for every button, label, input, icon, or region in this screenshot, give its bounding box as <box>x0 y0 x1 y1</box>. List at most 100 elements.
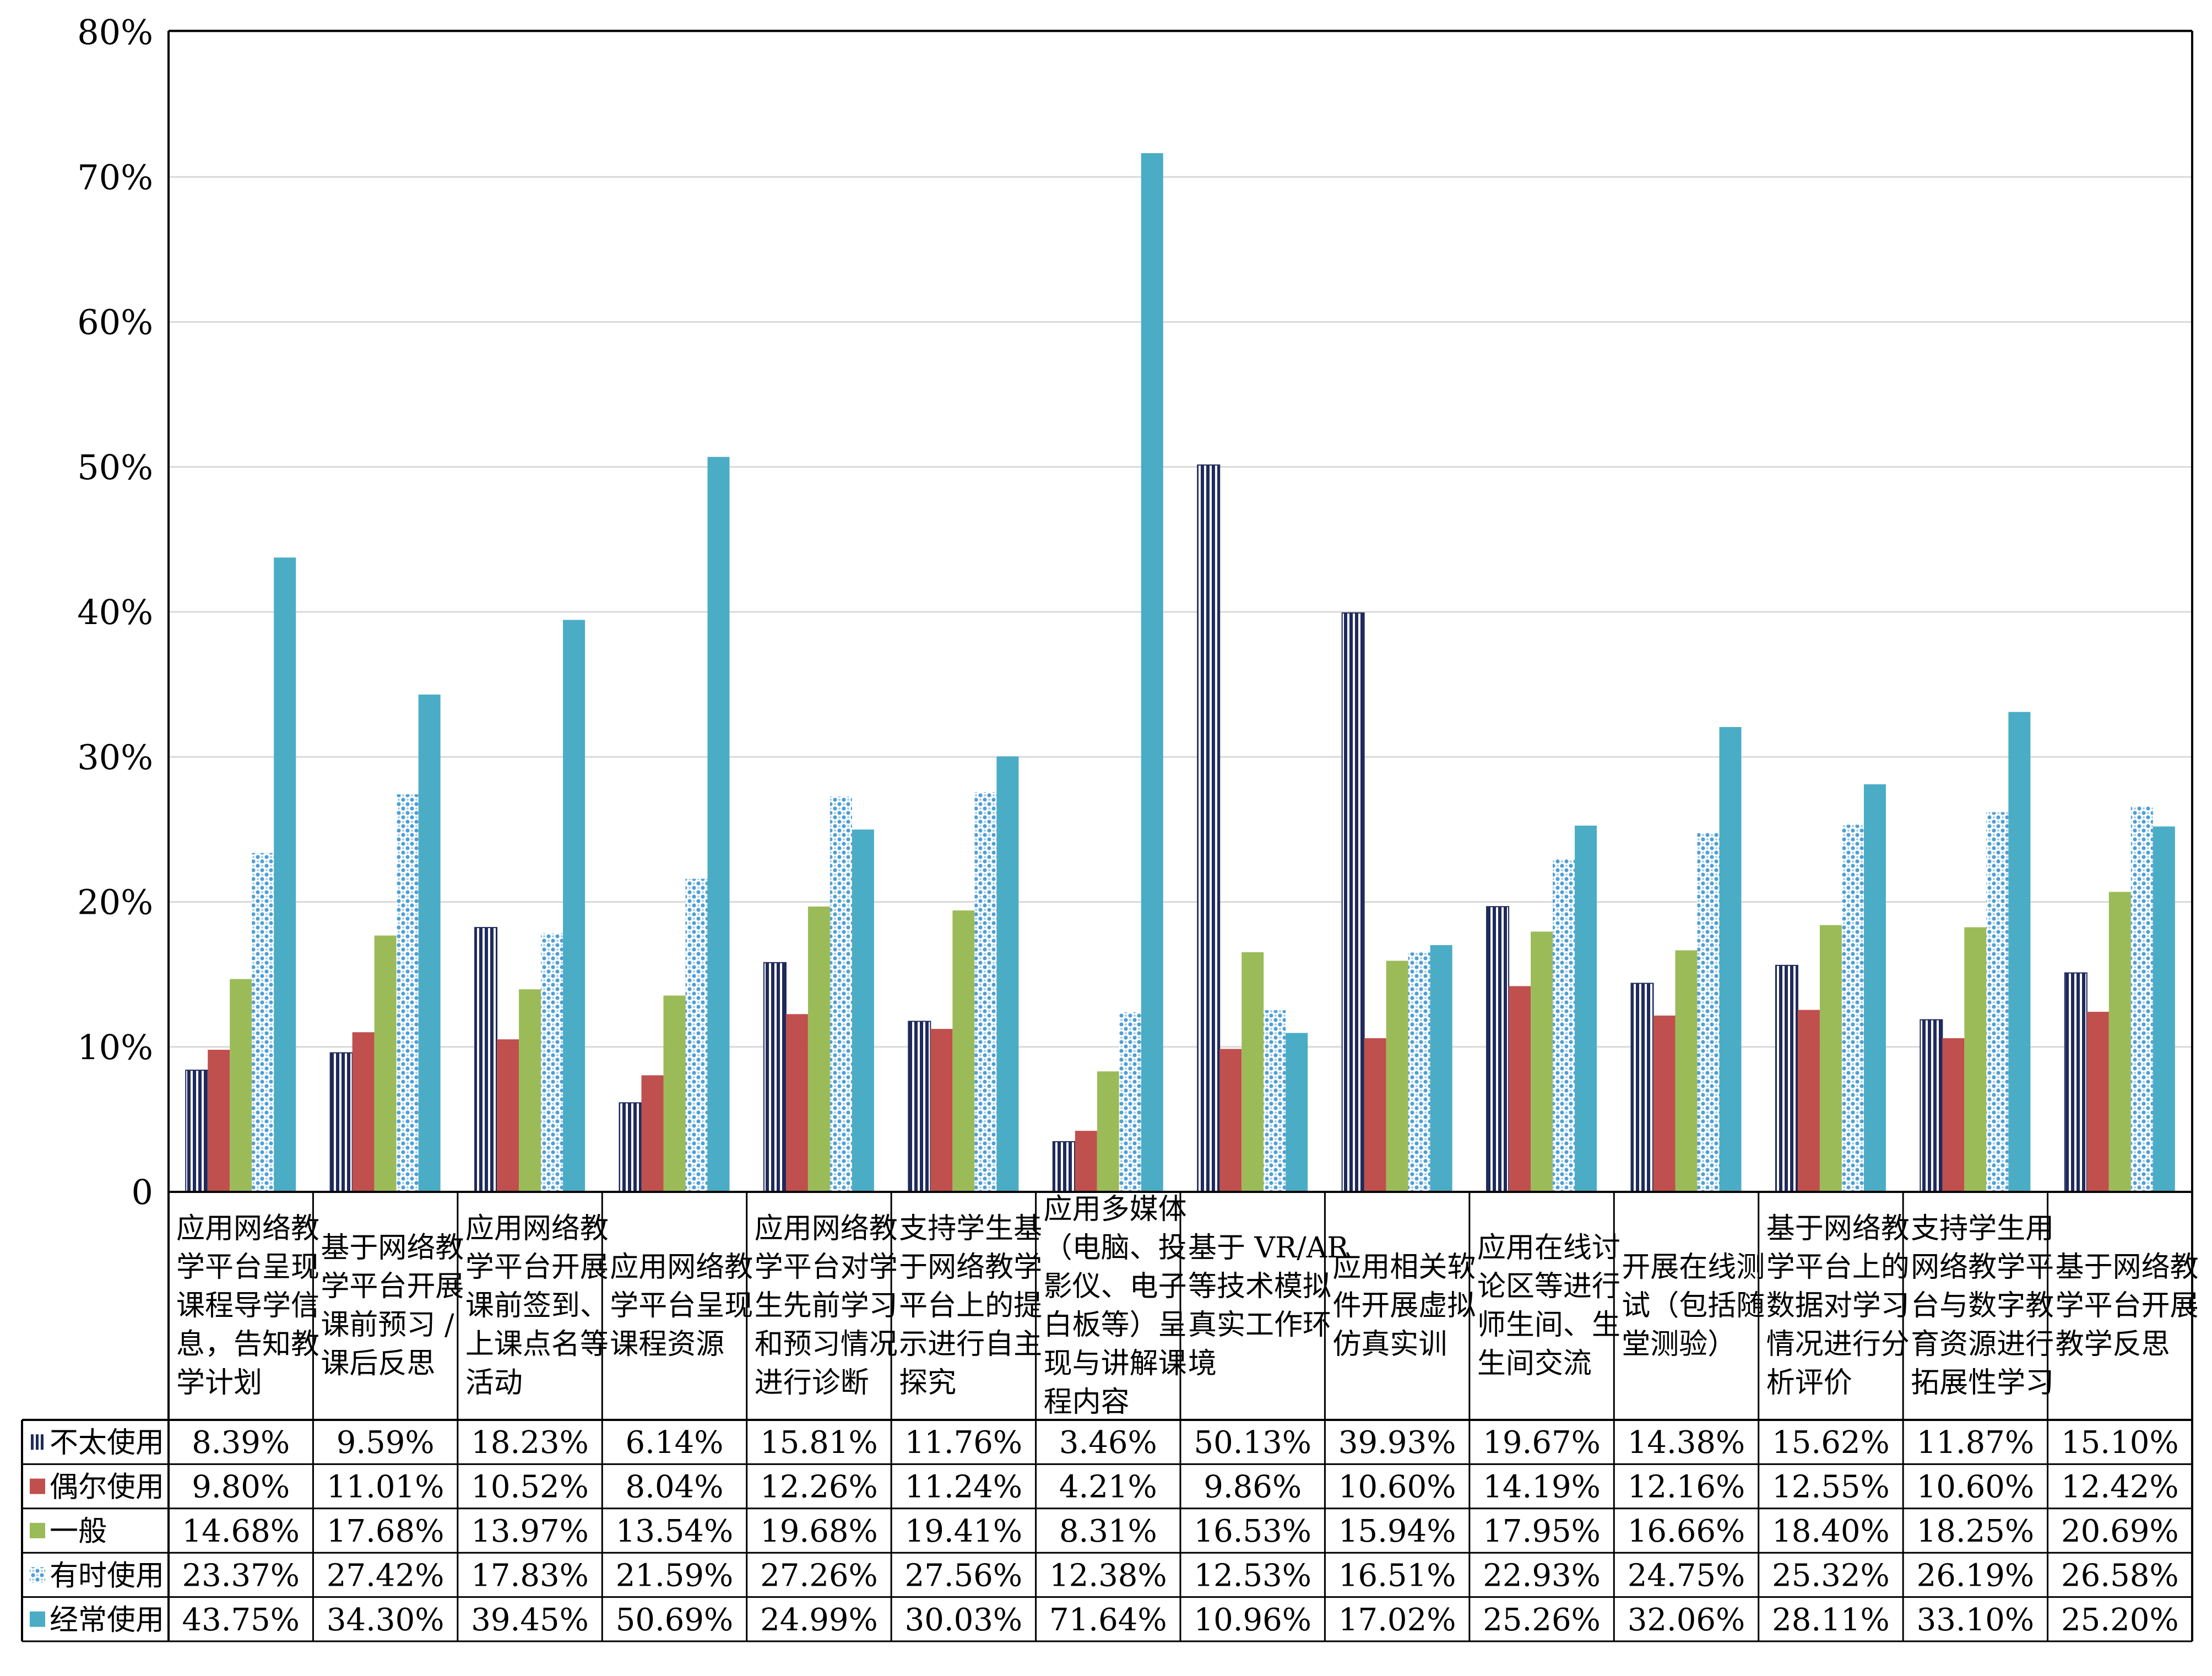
bar-2 <box>208 1050 230 1192</box>
bar-3 <box>1964 927 1987 1192</box>
category-label: 数据对学习 <box>1766 1289 1910 1322</box>
y-tick-label: 80% <box>77 12 153 52</box>
y-tick-label: 20% <box>77 882 153 923</box>
bar-3 <box>807 906 830 1192</box>
data-label: 27.42% <box>327 1558 444 1593</box>
data-label: 11.87% <box>1917 1425 2035 1461</box>
category-label: 网络教学平 <box>1911 1251 2054 1284</box>
bar-1 <box>185 1070 209 1193</box>
data-label: 16.51% <box>1338 1558 1456 1593</box>
bar-1 <box>1630 983 1654 1193</box>
data-label: 39.45% <box>471 1602 589 1638</box>
bar-4 <box>1697 833 1720 1192</box>
bar-1 <box>1052 1141 1076 1193</box>
category-label: 课程导学信 <box>176 1289 319 1322</box>
data-label: 8.04% <box>626 1469 724 1505</box>
category-label: 师生间、生 <box>1477 1309 1620 1342</box>
bar-3 <box>519 989 541 1192</box>
data-label: 11.01% <box>327 1469 444 1505</box>
bar-4 <box>252 853 274 1192</box>
category-label: 基于网络教 <box>1766 1212 1910 1245</box>
bar-3 <box>374 935 397 1192</box>
bar-1 <box>763 962 787 1192</box>
data-label: 14.38% <box>1628 1425 1745 1461</box>
category-label: 影仪、电子 <box>1044 1270 1187 1303</box>
data-label: 27.56% <box>905 1558 1023 1593</box>
data-label: 12.16% <box>1628 1469 1745 1505</box>
data-label: 18.40% <box>1772 1514 1890 1549</box>
data-label: 10.60% <box>1917 1469 2035 1505</box>
data-label: 9.80% <box>192 1469 290 1505</box>
bar-5 <box>2153 826 2175 1192</box>
data-label: 20.69% <box>2061 1514 2179 1549</box>
data-label: 26.58% <box>2061 1558 2179 1593</box>
data-label: 25.20% <box>2061 1602 2179 1638</box>
data-label: 10.52% <box>471 1469 589 1505</box>
data-label: 15.94% <box>1338 1514 1456 1549</box>
data-label: 30.03% <box>905 1602 1023 1638</box>
y-tick-label: 60% <box>77 302 153 343</box>
legend-key <box>30 1567 45 1583</box>
legend-label: 偶尔使用 <box>50 1471 164 1504</box>
data-label: 50.69% <box>616 1602 734 1638</box>
category-label: 堂测验） <box>1622 1328 1736 1361</box>
data-label: 21.59% <box>616 1558 734 1593</box>
category-label: 支持学生基 <box>899 1212 1042 1245</box>
category-label: 课后反思 <box>321 1347 435 1380</box>
category-label: 白板等）呈 <box>1044 1309 1187 1342</box>
data-label: 8.31% <box>1059 1514 1157 1549</box>
data-label: 25.32% <box>1772 1558 1890 1593</box>
data-label: 9.86% <box>1203 1469 1302 1505</box>
bar-4 <box>1408 952 1430 1192</box>
category-label: 示进行自主 <box>899 1328 1042 1361</box>
category-label: 拓展性学习 <box>1911 1366 2054 1400</box>
category-label: 应用网络教 <box>610 1251 753 1284</box>
category-label: 学平台对学 <box>755 1251 898 1284</box>
data-label: 34.30% <box>327 1602 444 1638</box>
bar-1 <box>2064 972 2088 1193</box>
legend-label: 不太使用 <box>50 1427 164 1460</box>
category-label: 进行诊断 <box>755 1366 869 1400</box>
data-label: 24.75% <box>1628 1558 1745 1593</box>
category-label: 基于网络教 <box>321 1232 464 1265</box>
bar-5 <box>1286 1033 1308 1192</box>
bar-2 <box>1797 1010 1820 1192</box>
data-label: 15.10% <box>2061 1425 2179 1461</box>
category-label: 活动 <box>465 1366 523 1400</box>
category-label: 论区等进行 <box>1477 1270 1620 1303</box>
bar-5 <box>1575 826 1597 1192</box>
category-label: 应用在线讨 <box>1477 1232 1620 1265</box>
legend-key-stripe <box>31 1434 34 1450</box>
bar-4 <box>1553 859 1575 1192</box>
bar-5 <box>1719 727 1742 1192</box>
bar-5 <box>563 620 585 1192</box>
data-label: 16.53% <box>1194 1514 1311 1549</box>
category-label: 学平台开展 <box>465 1251 609 1284</box>
bar-3 <box>663 995 686 1192</box>
data-label: 39.93% <box>1338 1425 1456 1461</box>
bar-2 <box>352 1032 375 1192</box>
category-label: 课程资源 <box>610 1328 724 1361</box>
data-label: 12.53% <box>1194 1558 1311 1593</box>
bar-5 <box>707 457 730 1192</box>
data-label: 26.19% <box>1917 1558 2035 1593</box>
data-label: 12.26% <box>760 1469 878 1505</box>
bar-4 <box>1264 1010 1286 1192</box>
y-axis-ticks: 0 10% 20% 30% 40% 50% 60% 70% 80% <box>77 12 153 1212</box>
data-label: 27.26% <box>760 1558 878 1593</box>
category-label: 学平台呈现 <box>176 1251 319 1284</box>
bar-4 <box>1119 1012 1141 1192</box>
data-label: 17.95% <box>1483 1514 1601 1549</box>
category-label: 开展在线测 <box>1622 1251 1765 1284</box>
bar-3 <box>1097 1071 1119 1192</box>
category-label: （电脑、投 <box>1044 1232 1187 1265</box>
category-label: 真实工作环 <box>1188 1309 1331 1342</box>
data-label: 23.37% <box>182 1558 300 1593</box>
bar-2 <box>1075 1131 1097 1192</box>
category-label: 支持学生用 <box>1911 1212 2054 1245</box>
category-label: 息，告知教 <box>176 1328 319 1361</box>
category-label: 等技术模拟 <box>1188 1270 1331 1303</box>
data-label: 10.96% <box>1194 1602 1311 1638</box>
